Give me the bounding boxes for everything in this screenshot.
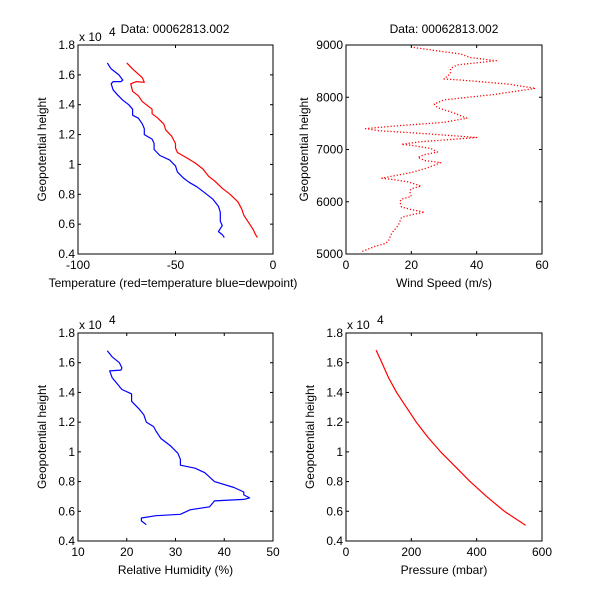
x-axis-label: Relative Humidity (%)	[118, 563, 233, 577]
y-exponent-power: 4	[109, 25, 116, 39]
series-relative-humidity	[106, 350, 251, 526]
plot-frame	[345, 44, 543, 255]
y-tick-label: 1	[68, 445, 75, 459]
series-temperature	[126, 62, 258, 238]
y-tick-label: 0.6	[58, 504, 75, 518]
series-pressure	[375, 349, 527, 526]
series-dewpoint	[106, 62, 225, 238]
x-tick-label: 20	[120, 545, 134, 559]
plot-frame	[77, 332, 274, 542]
y-tick-label: 1.8	[58, 326, 75, 340]
y-tick-label: 1.8	[326, 326, 343, 340]
y-tick-label: 1.2	[326, 415, 343, 429]
x-tick-label: 50	[266, 545, 280, 559]
y-tick-label: 1	[336, 445, 343, 459]
x-tick-label: 40	[218, 545, 232, 559]
y-axis-label: Geopotential height	[35, 384, 49, 489]
y-tick-label: 0.8	[58, 475, 75, 489]
x-tick-label: 0	[343, 545, 350, 559]
y-tick-label: 6000	[316, 195, 343, 209]
chart-relative-humidity: 10 20 30 40 50 0.4 0.6 0.8 1 1.2 1.4 1.6 1.8 x 10 4 Rel…	[35, 313, 280, 577]
y-tick-label: 0.4	[326, 534, 343, 548]
y-tick-label: 1.6	[326, 356, 343, 370]
y-tick-label: 8000	[316, 90, 343, 104]
y-tick-label: 0.6	[326, 504, 343, 518]
y-tick-label: 1.6	[58, 356, 75, 370]
y-tick-label: 0.4	[58, 247, 75, 261]
series-wind-speed	[362, 46, 537, 253]
y-tick-label: 1.4	[58, 385, 75, 399]
chart-title: Data: 00062813.002	[390, 22, 499, 36]
x-tick-label: 400	[467, 545, 487, 559]
y-axis-label: Geopotential height	[35, 97, 49, 202]
y-tick-label: 1.2	[58, 415, 75, 429]
y-tick-label: 5000	[316, 247, 343, 261]
x-tick-label: 30	[169, 545, 183, 559]
x-tick-label: 60	[535, 258, 549, 272]
x-tick-label: -50	[167, 258, 185, 272]
x-tick-label: 0	[343, 258, 350, 272]
y-exponent-power: 4	[377, 313, 384, 327]
y-tick-label: 0.4	[58, 534, 75, 548]
y-tick-label: 1	[68, 157, 75, 171]
chart-temperature: -100 -50 0 0.4 0.6 0.8 1 1.2 1.4 1.6 1.8 x 10 4 Data:…	[35, 22, 297, 290]
y-exponent-label: x 10	[347, 318, 370, 332]
chart-wind-speed: 0 20 40 60 5000 6000 7000 8000 9000 Data: 0006281…	[297, 22, 549, 290]
y-tick-label: 7000	[316, 143, 343, 157]
y-tick-label: 0.8	[326, 475, 343, 489]
x-axis-label: Wind Speed (m/s)	[396, 276, 492, 290]
y-tick-label: 0.8	[58, 187, 75, 201]
x-tick-label: 600	[532, 545, 552, 559]
x-tick-label: 20	[405, 258, 419, 272]
y-exponent-power: 4	[109, 313, 116, 327]
y-tick-label: 1.8	[58, 38, 75, 52]
y-tick-label: 1.4	[58, 98, 75, 112]
x-tick-label: 40	[470, 258, 484, 272]
x-axis-label: Pressure (mbar)	[401, 563, 488, 577]
chart-title: Data: 00062813.002	[121, 22, 230, 36]
y-exponent-label: x 10	[79, 30, 102, 44]
x-tick-label: 10	[71, 545, 85, 559]
y-tick-label: 1.2	[58, 128, 75, 142]
y-tick-label: 1.6	[58, 68, 75, 82]
chart-pressure: 0 200 400 600 0.4 0.6 0.8 1 1.2 1.4 1.6 1.8 x 10 4 Pre…	[303, 313, 552, 577]
x-axis-label: Temperature (red=temperature blue=dewpoi…	[49, 276, 298, 290]
plot-frame	[345, 332, 543, 542]
y-tick-label: 0.6	[58, 217, 75, 231]
y-tick-label: 1.4	[326, 385, 343, 399]
y-axis-label: Geopotential height	[303, 384, 317, 489]
y-exponent-label: x 10	[79, 318, 102, 332]
y-axis-label: Geopotential height	[297, 97, 311, 202]
x-tick-label: 200	[401, 545, 421, 559]
x-tick-label: -100	[66, 258, 90, 272]
y-tick-label: 9000	[316, 38, 343, 52]
x-tick-label: 0	[270, 258, 277, 272]
